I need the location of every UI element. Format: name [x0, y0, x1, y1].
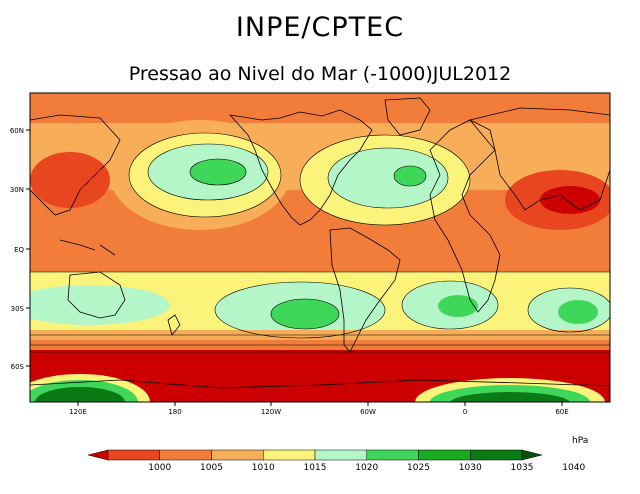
- colorbar-level-label: 1010: [252, 463, 275, 473]
- ant-e-1040: [450, 392, 570, 402]
- colorbar-level-label: 1015: [304, 463, 327, 473]
- lon-label-60w: 60W: [360, 408, 376, 416]
- pressure-field: [30, 93, 610, 402]
- field-asian-low-core: [540, 186, 600, 214]
- colorbar-level-label: 1030: [459, 463, 482, 473]
- field-west-pacific: [30, 152, 110, 208]
- lon-label-0: 0: [463, 408, 467, 416]
- colorbar-level-label: 1035: [511, 463, 534, 473]
- ant-w-1040: [35, 387, 125, 402]
- colorbar-swatch: [159, 449, 212, 461]
- map-frame: [29, 92, 611, 403]
- colorbar-swatch: [314, 449, 367, 461]
- aus-1025: [30, 285, 170, 325]
- colorbar-level-label: 1000: [148, 463, 171, 473]
- satl-1030: [438, 295, 478, 317]
- npac-1030: [190, 159, 246, 185]
- lat-label-60s: 60S: [11, 363, 25, 371]
- lat-label-30s: 30S: [11, 305, 25, 313]
- lon-label-60e: 60E: [555, 408, 568, 416]
- coastlines: [30, 97, 610, 389]
- contour-lines: [30, 132, 610, 353]
- atl-1030: [394, 166, 426, 186]
- colorbar-level-label: 1020: [355, 463, 378, 473]
- lon-ticks: [77, 402, 563, 406]
- page-title: INPE/CPTEC: [235, 12, 405, 43]
- colorbar-swatch: [263, 449, 316, 461]
- colorbar-level-label: 1005: [200, 463, 223, 473]
- field-north-band: [30, 93, 610, 123]
- colorbar-high-end: [521, 449, 543, 461]
- lat-label-eq: EQ: [14, 246, 24, 254]
- lat-ticks: [26, 129, 30, 367]
- lon-label-120w: 120W: [261, 408, 281, 416]
- colorbar-swatch: [418, 449, 471, 461]
- colorbar-low-end: [87, 449, 109, 461]
- sind-1030: [558, 300, 598, 324]
- lon-label-120e: 120E: [69, 408, 87, 416]
- colorbar-swatch: [470, 449, 523, 461]
- colorbar: 1000 1005 1010 1015 1020 1025 1030 1035 1040: [87, 449, 585, 473]
- lat-label-30n: 30N: [10, 186, 24, 194]
- colorbar-swatch: [107, 449, 160, 461]
- lat-label-60n: 60N: [10, 127, 24, 135]
- colorbar-swatch: [366, 449, 419, 461]
- colorbar-unit: hPa: [572, 436, 588, 446]
- spac-1030: [271, 299, 339, 329]
- colorbar-swatch: [211, 449, 264, 461]
- atl-1025: [328, 148, 448, 208]
- colorbar-level-label: 1025: [407, 463, 430, 473]
- colorbar-level-label: 1040: [562, 463, 585, 473]
- lon-label-180: 180: [168, 408, 181, 416]
- map-subtitle: Pressao ao Nivel do Mar (-1000)JUL2012: [128, 63, 512, 85]
- south-1005: [30, 340, 610, 352]
